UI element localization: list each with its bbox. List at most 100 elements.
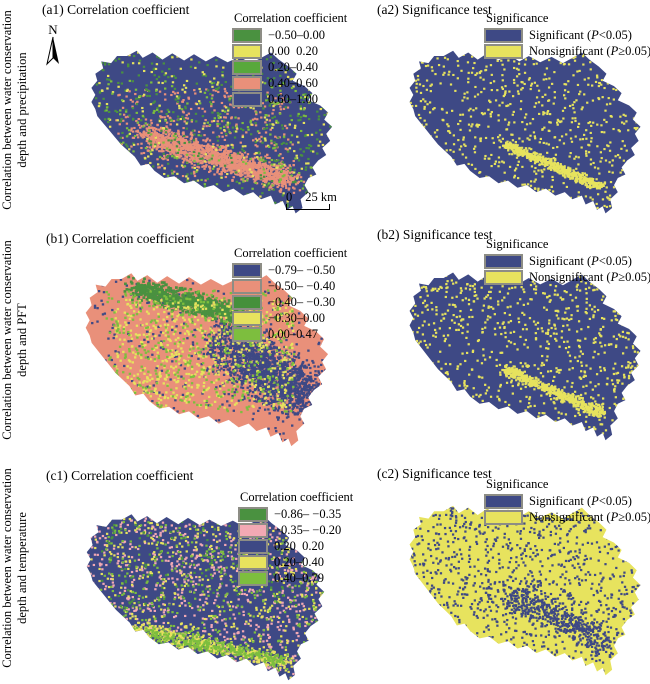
legend-label: Significant (P<0.05) <box>529 28 632 43</box>
legend-label: 0.00 0.20 <box>268 43 318 58</box>
legend-swatch <box>232 294 262 310</box>
legend-label-post: <0.05) <box>598 253 632 268</box>
legend-title: Significance <box>486 11 549 25</box>
legend-item: 0.00 0.20 <box>232 43 347 59</box>
legend-label: 0.20–0.40 <box>268 59 318 74</box>
legend-c1: Correlation coefficient −0.86– −0.35 −0.… <box>238 490 353 586</box>
scale-bar-zero: 0 <box>286 190 293 204</box>
legend-swatch <box>232 59 262 75</box>
legend-label: 0.40–0.60 <box>268 75 318 90</box>
legend-label-pre: Nonsignificant ( <box>529 509 611 524</box>
legend-title: Significance <box>486 477 549 491</box>
legend-item: 0.40–0.60 <box>232 75 347 91</box>
legend-label: −0.40– −0.30 <box>268 294 336 309</box>
legend-item: Significant (P<0.05) <box>484 493 650 509</box>
legend-item: Significant (P<0.05) <box>484 27 650 43</box>
legend-title: Significance <box>486 237 549 251</box>
legend-swatch <box>484 253 523 269</box>
legend-a2: Significance Significant (P<0.05) Nonsig… <box>484 11 650 59</box>
north-arrow-light-half <box>46 36 54 66</box>
legend-label-post: ≥0.05) <box>618 269 650 284</box>
legend-label: −0.50– −0.40 <box>268 278 336 293</box>
legend-label-post: <0.05) <box>598 493 632 508</box>
legend-label: Nonsignificant (P≥0.05) <box>529 270 650 285</box>
legend-label-p: P <box>610 43 619 58</box>
legend-label: 0.20 0.20 <box>274 538 324 553</box>
legend-item: 0.60–1.00 <box>232 91 347 107</box>
panel-c1-title: (c1) Correlation coefficient <box>46 468 194 483</box>
north-arrow-dark-half <box>53 37 59 64</box>
legend-label-p: P <box>610 269 619 284</box>
legend-swatch <box>484 493 523 509</box>
legend-swatch <box>232 27 262 43</box>
legend-item: 0.20–0.40 <box>238 554 353 570</box>
legend-item: −0.40– −0.30 <box>232 294 347 310</box>
legend-label: Significant (P<0.05) <box>529 494 632 509</box>
panel-b2-title: (b2) Significance test <box>377 227 493 242</box>
side-label-line2: depth and precipitation <box>15 52 29 168</box>
legend-label-p: P <box>591 253 599 268</box>
legend-item: −0.79– −0.50 <box>232 262 347 278</box>
scale-bar-line <box>286 204 330 210</box>
legend-swatch <box>232 43 262 59</box>
legend-swatch <box>238 522 268 538</box>
legend-swatch <box>232 278 262 294</box>
legend-swatch <box>232 91 262 107</box>
legend-item: −0.35– −0.20 <box>238 522 353 538</box>
scale-bar-labels: 0 25 km <box>283 191 337 204</box>
legend-label-post: ≥0.05) <box>618 509 650 524</box>
legend-b2: Significance Significant (P<0.05) Nonsig… <box>484 237 650 285</box>
legend-item: 0.20 0.20 <box>238 538 353 554</box>
panel-c2-title: (c2) Significance test <box>377 466 492 481</box>
legend-label-pre: Nonsignificant ( <box>529 269 611 284</box>
side-label-line1: Correlation between water conservation <box>0 468 14 668</box>
legend-label-pre: Nonsignificant ( <box>529 43 611 58</box>
panel-a1-title: (a1) Correlation coefficient <box>42 2 190 17</box>
legend-swatch <box>232 310 262 326</box>
legend-label-p: P <box>591 27 599 42</box>
legend-item: −0.50– −0.40 <box>232 278 347 294</box>
legend-swatch <box>484 269 523 285</box>
legend-label: 0.60–1.00 <box>268 91 318 106</box>
side-label-temperature: Correlation between water conservation d… <box>0 452 32 684</box>
legend-label-pre: Significant ( <box>529 27 592 42</box>
legend-label-pre: Significant ( <box>529 253 592 268</box>
legend-swatch <box>232 75 262 91</box>
legend-swatch <box>232 262 262 278</box>
legend-item: −0.86– −0.35 <box>238 506 353 522</box>
legend-swatch <box>238 554 268 570</box>
legend-item: 0.00–0.47 <box>232 326 347 342</box>
side-label-line1: Correlation between water conservation <box>0 10 14 210</box>
legend-swatch <box>484 509 523 525</box>
legend-item: Nonsignificant (P≥0.05) <box>484 43 650 59</box>
legend-label: Significant (P<0.05) <box>529 254 632 269</box>
legend-swatch <box>238 570 268 586</box>
legend-label: 0.00–0.47 <box>268 326 318 341</box>
legend-item: Nonsignificant (P≥0.05) <box>484 269 650 285</box>
legend-title: Correlation coefficient <box>234 246 348 260</box>
legend-label: Nonsignificant (P≥0.05) <box>529 510 650 525</box>
legend-b1: Correlation coefficient −0.79– −0.50 −0.… <box>232 246 347 342</box>
legend-label-pre: Significant ( <box>529 493 592 508</box>
legend-label-post: <0.05) <box>598 27 632 42</box>
panel-a2-title: (a2) Significance test <box>377 2 492 17</box>
legend-swatch <box>232 326 262 342</box>
map-b2-significance-pft <box>409 272 641 441</box>
legend-label: −0.79– −0.50 <box>268 262 336 277</box>
legend-label-post: ≥0.05) <box>618 43 650 58</box>
legend-title: Correlation coefficient <box>240 490 354 504</box>
side-label-line2: depth and temperature <box>15 512 29 624</box>
legend-label: −0.30–0.00 <box>268 310 326 325</box>
side-label-precipitation: Correlation between water conservation d… <box>0 0 32 226</box>
legend-a1: Correlation coefficient −0.50–0.00 0.00 … <box>232 11 347 107</box>
legend-swatch <box>238 538 268 554</box>
side-label-pft: Correlation between water conservation d… <box>0 224 32 456</box>
legend-item: 0.40–0.79 <box>238 570 353 586</box>
north-arrow-icon: N <box>46 22 59 66</box>
legend-label: −0.35– −0.20 <box>274 522 342 537</box>
map-a1-correlation-precipitation <box>91 50 333 214</box>
map-c2-significance-temperature <box>409 505 641 676</box>
legend-item: −0.50–0.00 <box>232 27 347 43</box>
legend-label-p: P <box>610 509 619 524</box>
